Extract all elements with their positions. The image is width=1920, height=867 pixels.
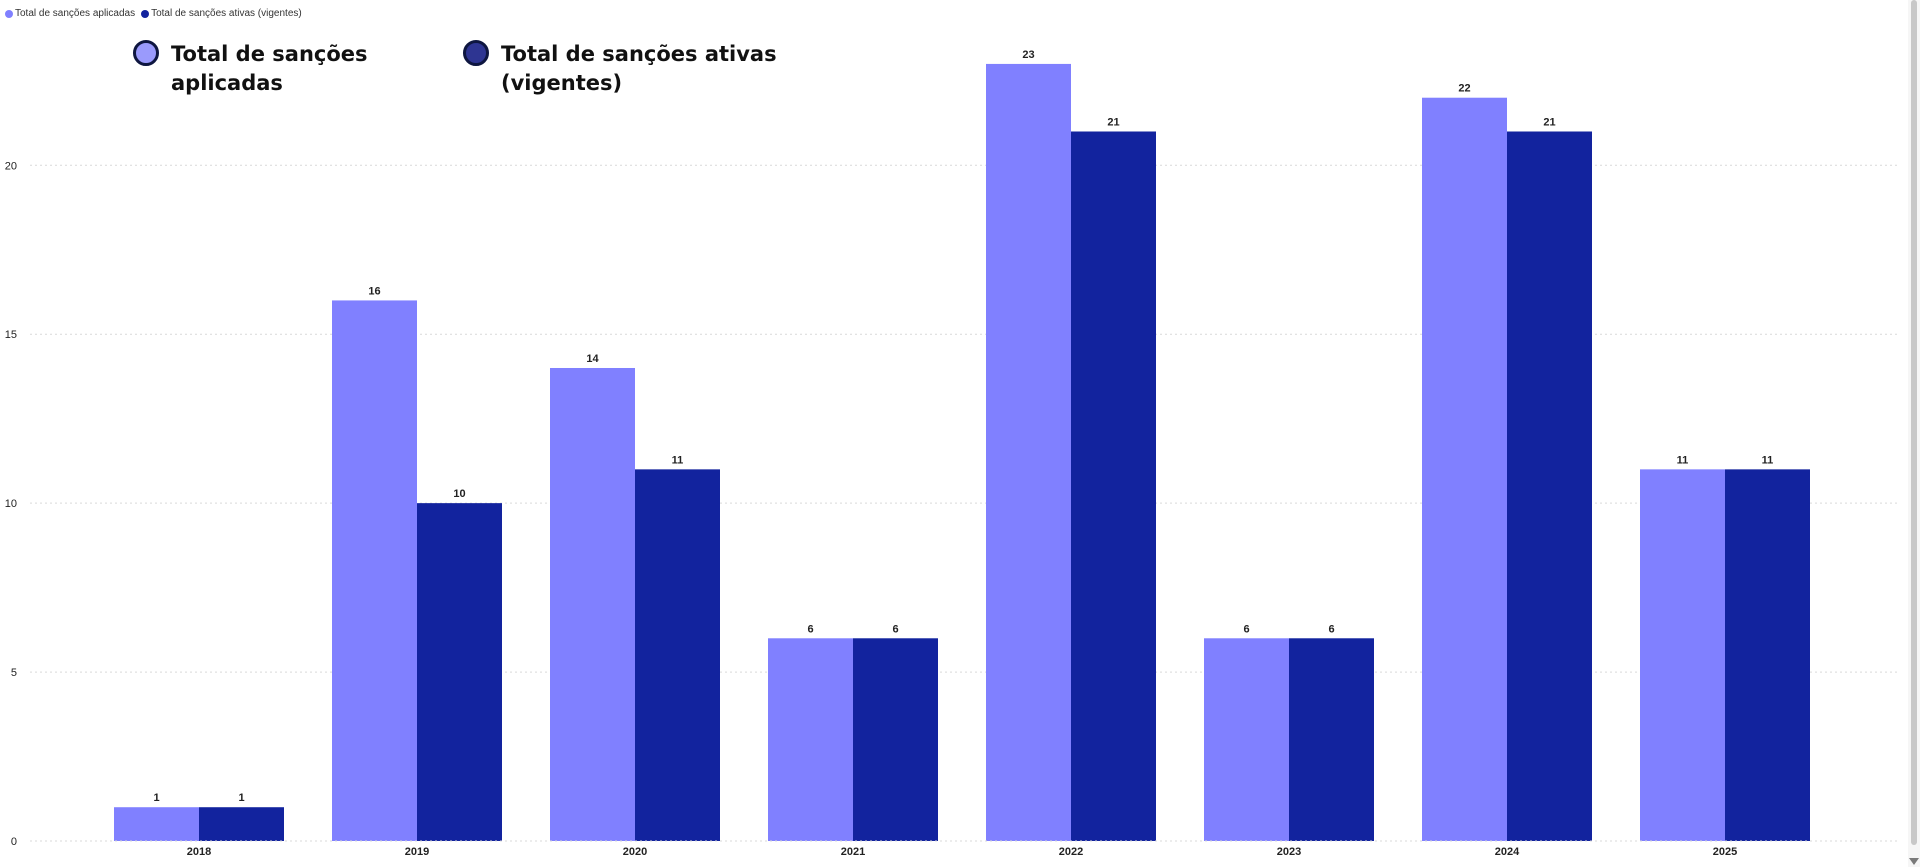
x-tick-label: 2025 <box>1713 846 1737 858</box>
data-label: 1 <box>153 792 159 804</box>
bar-ativas <box>199 807 284 841</box>
vertical-scrollbar[interactable] <box>1908 0 1920 867</box>
x-tick-label: 2021 <box>841 846 865 858</box>
y-tick-label: 20 <box>5 160 17 172</box>
bar-aplicadas <box>768 638 853 841</box>
y-tick-label: 0 <box>11 836 17 848</box>
x-tick-label: 2018 <box>187 846 211 858</box>
data-label: 22 <box>1458 83 1470 95</box>
bar-ativas <box>1725 469 1810 841</box>
x-tick-label: 2023 <box>1277 846 1301 858</box>
y-tick-label: 10 <box>5 498 17 510</box>
bar-ativas <box>1071 131 1156 841</box>
bar-aplicadas <box>986 64 1071 841</box>
bar-ativas <box>417 503 502 841</box>
data-label: 1 <box>238 792 244 804</box>
chevron-down-icon[interactable] <box>1909 858 1919 865</box>
data-label: 6 <box>1243 623 1249 635</box>
bar-ativas <box>635 469 720 841</box>
data-label: 6 <box>1328 623 1334 635</box>
data-label: 14 <box>586 353 599 365</box>
data-label: 6 <box>807 623 813 635</box>
data-label: 23 <box>1022 49 1034 61</box>
bar-aplicadas <box>332 300 417 841</box>
bar-ativas <box>1507 131 1592 841</box>
bar-aplicadas <box>1422 98 1507 841</box>
bar-aplicadas <box>114 807 199 841</box>
data-label: 11 <box>1762 454 1774 466</box>
x-tick-label: 2022 <box>1059 846 1083 858</box>
bar-aplicadas <box>1204 638 1289 841</box>
data-label: 11 <box>672 454 684 466</box>
data-label: 21 <box>1107 116 1119 128</box>
data-label: 21 <box>1543 116 1555 128</box>
x-tick-label: 2019 <box>405 846 429 858</box>
x-tick-label: 2024 <box>1495 846 1520 858</box>
data-label: 6 <box>892 623 898 635</box>
bar-aplicadas <box>1640 469 1725 841</box>
bar-aplicadas <box>550 368 635 841</box>
bar-ativas <box>1289 638 1374 841</box>
data-label: 10 <box>453 488 465 500</box>
y-tick-label: 15 <box>5 329 17 341</box>
y-tick-label: 5 <box>11 667 17 679</box>
data-label: 16 <box>368 285 380 297</box>
scrollbar-thumb[interactable] <box>1911 0 1917 845</box>
x-tick-label: 2020 <box>623 846 647 858</box>
data-label: 11 <box>1677 454 1689 466</box>
bar-ativas <box>853 638 938 841</box>
